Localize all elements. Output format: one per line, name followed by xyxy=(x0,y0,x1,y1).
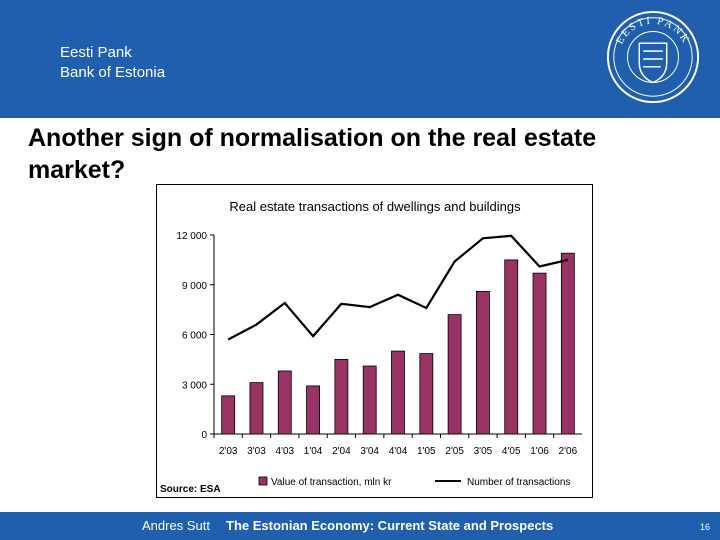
footer-title: The Estonian Economy: Current State and … xyxy=(226,518,554,533)
bar xyxy=(249,382,264,435)
series-line-number-of-transactions xyxy=(227,234,569,341)
chart: Real estate transactions of dwellings an… xyxy=(176,199,582,488)
bar xyxy=(221,395,236,435)
legend-swatch-value xyxy=(258,476,268,486)
x-tick-label: 3'04 xyxy=(360,446,379,457)
x-tick-label: 2'03 xyxy=(219,446,238,457)
x-tick-label: 4'05 xyxy=(502,446,521,457)
x-tick-label: 3'05 xyxy=(474,446,493,457)
bar xyxy=(306,385,320,435)
bar xyxy=(447,314,462,435)
x-tick-label: 1'06 xyxy=(530,446,549,457)
bar xyxy=(532,272,547,435)
page-number: 16 xyxy=(700,522,711,532)
bar xyxy=(277,370,292,435)
bar xyxy=(391,350,405,435)
y-tick-label: 9 000 xyxy=(182,281,207,292)
bank-seal-icon: EESTI PANK xyxy=(606,10,700,104)
legend-label-number: Number of transactions xyxy=(467,477,570,488)
footer-banner xyxy=(0,512,720,540)
x-tick-label: 2'06 xyxy=(559,446,578,457)
x-tick-label: 4'03 xyxy=(275,446,294,457)
bar xyxy=(362,365,377,435)
y-tick-label: 0 xyxy=(201,430,207,441)
legend-label-value: Value of transaction, mln kr xyxy=(271,477,392,488)
y-tick-label: 12 000 xyxy=(176,231,207,242)
seal-text: EESTI PANK xyxy=(614,15,691,47)
x-tick-label: 2'05 xyxy=(445,446,464,457)
chart-frame: Real estate transactions of dwellings an… xyxy=(156,184,593,498)
bank-name-english: Bank of Estonia xyxy=(60,64,166,81)
y-tick-label: 3 000 xyxy=(182,380,207,391)
x-tick-label: 2'04 xyxy=(332,446,351,457)
chart-title: Real estate transactions of dwellings an… xyxy=(229,199,521,214)
bar xyxy=(504,259,519,435)
bar xyxy=(334,358,349,435)
x-tick-label: 1'04 xyxy=(304,446,323,457)
x-tick-label: 4'04 xyxy=(389,446,408,457)
header-banner xyxy=(0,0,720,118)
x-tick-label: 3'03 xyxy=(247,446,266,457)
footer-author: Andres Sutt xyxy=(142,518,210,533)
bar xyxy=(476,290,490,435)
bank-name-estonian: Eesti Pank xyxy=(60,44,132,61)
bar xyxy=(419,353,434,435)
y-tick-label: 6 000 xyxy=(182,331,207,342)
slide-title: Another sign of normalisation on the rea… xyxy=(28,124,597,184)
svg-text:EESTI PANK: EESTI PANK xyxy=(614,15,693,47)
bar xyxy=(560,252,575,435)
x-tick-label: 1'05 xyxy=(417,446,436,457)
source-note: Source: ESA xyxy=(160,484,221,495)
